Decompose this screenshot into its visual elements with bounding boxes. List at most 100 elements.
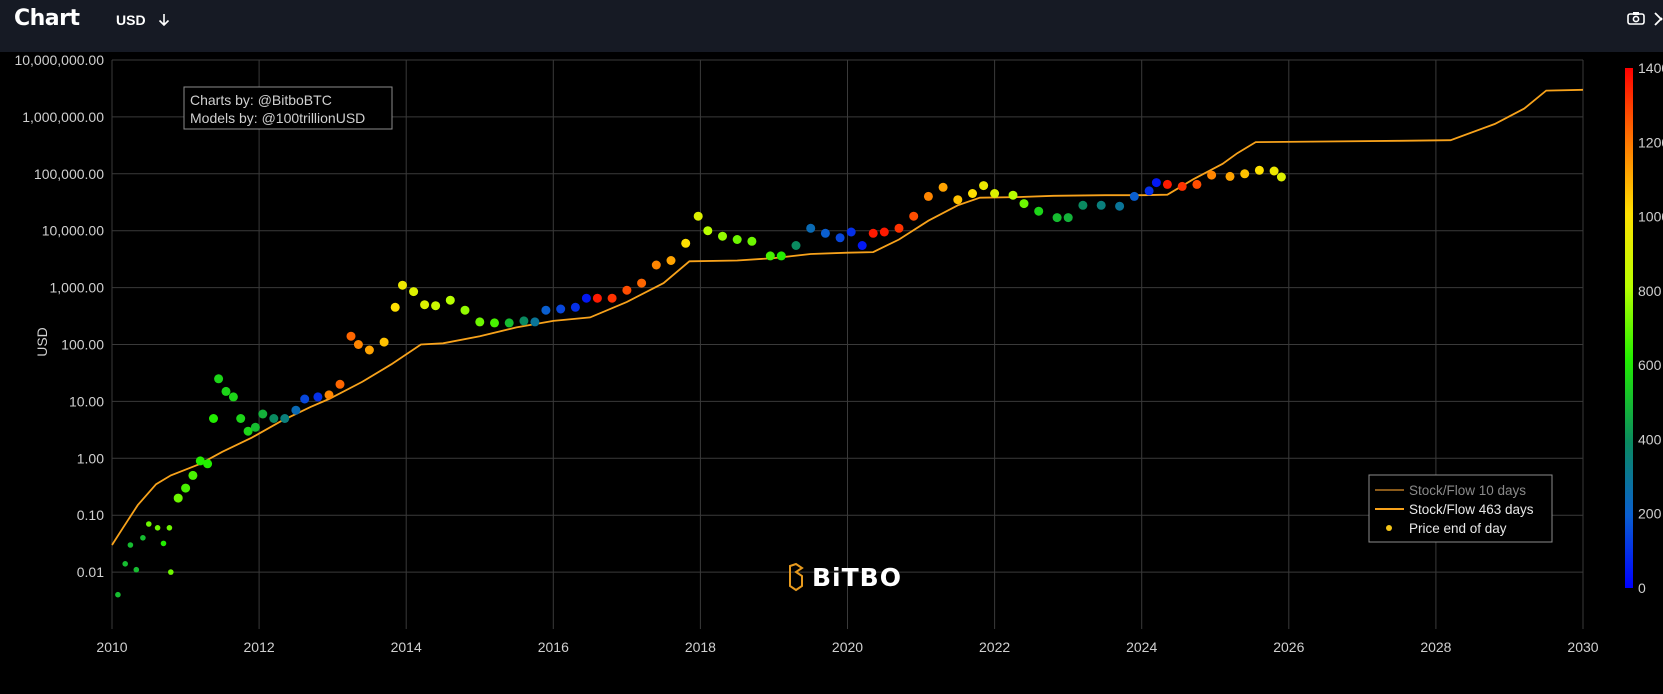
legend-item-10d[interactable]: Stock/Flow 10 days bbox=[1409, 483, 1526, 498]
price-point bbox=[846, 227, 856, 237]
price-point bbox=[258, 409, 268, 419]
price-point bbox=[791, 241, 801, 250]
price-point bbox=[409, 287, 419, 297]
colorbar: 1400 1200 1000 800 600 400 200 0 bbox=[1625, 60, 1663, 596]
price-point bbox=[1019, 199, 1029, 209]
price-point bbox=[431, 301, 441, 311]
x-tick-label: 2014 bbox=[391, 639, 422, 655]
price-point bbox=[346, 331, 356, 341]
price-point bbox=[541, 305, 551, 315]
price-point bbox=[1063, 213, 1073, 223]
download-arrow-icon bbox=[158, 14, 169, 27]
price-point bbox=[160, 540, 167, 547]
y-tick-label: 100.00 bbox=[61, 337, 104, 353]
price-point bbox=[490, 318, 499, 328]
y-axis-label: USD bbox=[34, 327, 50, 357]
price-point bbox=[300, 394, 310, 404]
y-tick-label: 0.01 bbox=[77, 564, 104, 580]
x-tick-label: 2020 bbox=[832, 639, 863, 655]
colorbar-tick-label: 200 bbox=[1638, 506, 1662, 522]
colorbar-tick-label: 400 bbox=[1638, 431, 1662, 447]
price-point bbox=[203, 459, 213, 469]
price-point bbox=[718, 231, 727, 241]
price-point bbox=[581, 293, 591, 303]
colorbar-tick-label: 0 bbox=[1638, 580, 1646, 596]
price-point bbox=[243, 426, 253, 436]
top-bar: Chart USD bbox=[0, 0, 1663, 52]
legend-item-price[interactable]: Price end of day bbox=[1409, 521, 1507, 536]
price-point bbox=[806, 223, 816, 233]
y-tick-label: 1.00 bbox=[77, 450, 104, 466]
price-point bbox=[168, 569, 174, 575]
price-point bbox=[732, 235, 742, 244]
price-point bbox=[607, 293, 617, 303]
price-point bbox=[460, 305, 470, 315]
price-point bbox=[115, 591, 121, 598]
legend-item-463d[interactable]: Stock/Flow 463 days bbox=[1409, 502, 1534, 517]
chart-toolbar bbox=[1627, 11, 1663, 32]
price-point bbox=[909, 211, 919, 221]
price-point bbox=[868, 228, 878, 238]
price-point bbox=[894, 223, 904, 233]
price-point bbox=[835, 233, 845, 243]
y-axis-ticks: 10,000,000.00 1,000,000.00 100,000.00 10,00… bbox=[14, 52, 104, 580]
annotation-box: Charts by: @BitboBTC Models by: @100tril… bbox=[183, 86, 393, 130]
price-point bbox=[1008, 190, 1018, 200]
price-point bbox=[280, 414, 290, 423]
price-point bbox=[570, 302, 580, 312]
watermark: BiTBO bbox=[789, 562, 902, 592]
x-tick-label: 2016 bbox=[538, 639, 569, 655]
price-point bbox=[666, 256, 676, 265]
price-point bbox=[1254, 165, 1264, 175]
price-point bbox=[1144, 186, 1154, 196]
price-point bbox=[127, 542, 134, 548]
legend-swatch-price bbox=[1386, 525, 1392, 531]
price-point bbox=[181, 483, 191, 493]
price-point bbox=[236, 414, 246, 423]
price-point bbox=[1225, 171, 1235, 181]
y-tick-label: 1,000,000.00 bbox=[22, 109, 104, 125]
price-point bbox=[324, 390, 334, 400]
expand-icon[interactable] bbox=[1653, 11, 1663, 32]
price-point bbox=[364, 345, 374, 355]
grid-layer bbox=[111, 59, 1584, 629]
currency-selector[interactable]: USD bbox=[116, 12, 170, 28]
colorbar-gradient bbox=[1625, 68, 1633, 588]
price-point bbox=[379, 337, 389, 347]
price-point bbox=[1115, 201, 1125, 211]
price-point bbox=[228, 392, 238, 402]
price-point bbox=[938, 182, 948, 192]
bitbo-logo-icon bbox=[789, 562, 804, 592]
colorbar-tick-label: 600 bbox=[1638, 357, 1662, 373]
price-point bbox=[146, 521, 152, 527]
x-tick-label: 2012 bbox=[244, 639, 275, 655]
price-point bbox=[990, 189, 1000, 198]
price-point bbox=[173, 493, 183, 503]
price-point bbox=[1177, 181, 1187, 191]
price-point bbox=[820, 228, 830, 238]
camera-icon[interactable] bbox=[1627, 11, 1645, 32]
price-point bbox=[122, 561, 128, 567]
watermark-text: BiTBO bbox=[812, 563, 902, 592]
colorbar-tick-label: 1000 bbox=[1638, 209, 1663, 225]
colorbar-tick-label: 1200 bbox=[1638, 134, 1663, 150]
price-point bbox=[1162, 179, 1172, 189]
price-point bbox=[1192, 179, 1202, 189]
price-point bbox=[693, 211, 703, 221]
price-point bbox=[475, 317, 485, 327]
y-tick-label: 10,000.00 bbox=[42, 223, 104, 239]
price-point bbox=[923, 191, 933, 201]
price-point bbox=[154, 525, 161, 531]
currency-label: USD bbox=[116, 12, 146, 28]
price-point bbox=[1151, 178, 1161, 188]
y-tick-label: 1,000.00 bbox=[50, 280, 105, 296]
price-point bbox=[335, 379, 345, 389]
colorbar-ticks: 1400 1200 1000 800 600 400 200 0 bbox=[1638, 60, 1663, 596]
price-point bbox=[681, 238, 691, 248]
price-point bbox=[313, 392, 323, 402]
price-point bbox=[879, 227, 889, 237]
price-point bbox=[765, 251, 775, 261]
page-title: Chart bbox=[14, 6, 80, 31]
x-tick-label: 2018 bbox=[685, 639, 716, 655]
price-point bbox=[166, 525, 173, 531]
